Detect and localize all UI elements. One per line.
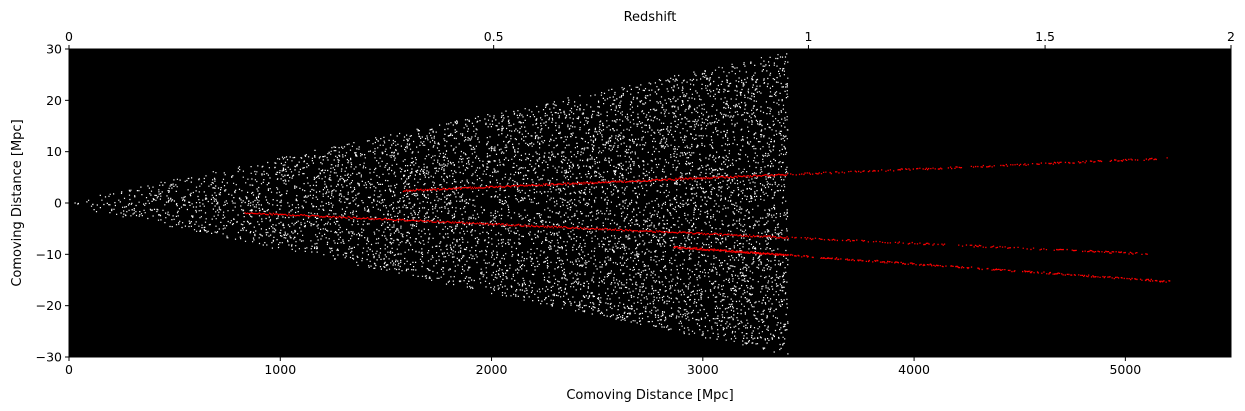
points-layer xyxy=(74,53,1171,355)
x-tick-label: 3000 xyxy=(687,362,719,377)
top-x-tick-label: 1 xyxy=(804,29,812,44)
y-tick-label: 30 xyxy=(46,42,62,57)
sightline-points xyxy=(402,157,1168,193)
galaxy-points xyxy=(74,53,789,355)
x-axis-label: Comoving Distance [Mpc] xyxy=(566,388,733,403)
y-tick-label: −20 xyxy=(36,298,62,313)
top-x-tick-label: 0.5 xyxy=(484,29,504,44)
y-tick-label: 10 xyxy=(46,144,62,159)
x-tick-label: 4000 xyxy=(898,362,930,377)
top-x-tick-label: 2 xyxy=(1227,29,1235,44)
y-tick-label: −30 xyxy=(36,350,62,365)
x-tick-label: 0 xyxy=(65,362,73,377)
y-tick-label: −10 xyxy=(36,247,62,262)
x-tick-label: 1000 xyxy=(264,362,296,377)
x-tick-label: 5000 xyxy=(1109,362,1141,377)
y-tick-label: 0 xyxy=(54,196,62,211)
top-x-axis-label: Redshift xyxy=(624,10,677,25)
y-tick-label: 20 xyxy=(46,93,62,108)
top-x-tick-label: 0 xyxy=(65,29,73,44)
sightline-points xyxy=(673,246,1171,283)
top-x-tick-label: 1.5 xyxy=(1035,29,1055,44)
y-axis-label: Comoving Distance [Mpc] xyxy=(10,119,25,286)
x-tick-label: 2000 xyxy=(476,362,508,377)
sightline-points xyxy=(244,212,1148,255)
